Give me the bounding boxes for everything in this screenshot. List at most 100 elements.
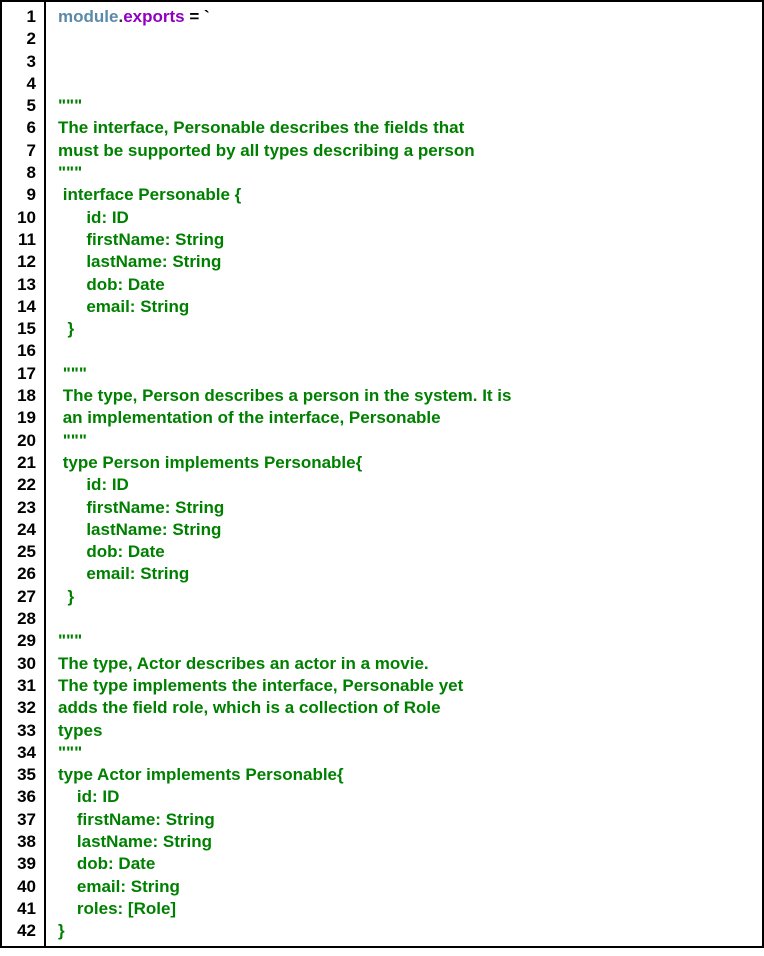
code-token: email: String <box>58 297 189 316</box>
code-token: dob: Date <box>58 542 165 561</box>
code-token: type Person implements Personable{ <box>58 453 362 472</box>
code-token: lastName: String <box>58 252 221 271</box>
line-number: 30 <box>10 653 36 675</box>
line-number: 11 <box>10 229 36 251</box>
code-token: } <box>58 587 74 606</box>
code-token: interface Personable { <box>58 185 241 204</box>
code-token: must be supported by all types describin… <box>58 141 475 160</box>
line-number: 27 <box>10 586 36 608</box>
code-token: The type, Actor describes an actor in a … <box>58 654 429 673</box>
code-line: roles: [Role] <box>58 898 754 920</box>
code-token: """ <box>58 631 82 650</box>
code-line: firstName: String <box>58 229 754 251</box>
line-number: 34 <box>10 742 36 764</box>
line-number: 13 <box>10 274 36 296</box>
code-line: email: String <box>58 876 754 898</box>
code-token: lastName: String <box>58 520 221 539</box>
line-number: 16 <box>10 340 36 362</box>
line-number: 9 <box>10 184 36 206</box>
code-token: dob: Date <box>58 275 165 294</box>
code-token: The interface, Personable describes the … <box>58 118 464 137</box>
code-line: } <box>58 586 754 608</box>
code-token: types <box>58 721 102 740</box>
line-number: 36 <box>10 786 36 808</box>
line-number: 6 <box>10 117 36 139</box>
code-line <box>58 340 754 362</box>
line-number-gutter: 1234567891011121314151617181920212223242… <box>2 2 46 946</box>
line-number: 39 <box>10 853 36 875</box>
line-number: 5 <box>10 95 36 117</box>
code-token: """ <box>58 431 87 450</box>
code-line: firstName: String <box>58 497 754 519</box>
code-token: firstName: String <box>58 810 215 829</box>
line-number: 21 <box>10 452 36 474</box>
code-line: lastName: String <box>58 831 754 853</box>
code-line: """ <box>58 742 754 764</box>
code-token: an implementation of the interface, Pers… <box>58 408 441 427</box>
code-line: The type, Actor describes an actor in a … <box>58 653 754 675</box>
line-number: 3 <box>10 51 36 73</box>
code-token: email: String <box>58 564 189 583</box>
code-area: module.exports = ` """ The interface, Pers… <box>46 2 762 946</box>
code-line <box>58 73 754 95</box>
code-token: dob: Date <box>58 854 155 873</box>
code-line <box>58 28 754 50</box>
line-number: 2 <box>10 28 36 50</box>
code-line: interface Personable { <box>58 184 754 206</box>
code-token: roles: [Role] <box>58 899 176 918</box>
line-number: 42 <box>10 920 36 942</box>
code-token: adds the field role, which is a collecti… <box>58 698 441 717</box>
code-line: id: ID <box>58 474 754 496</box>
code-token: """ <box>58 163 82 182</box>
line-number: 4 <box>10 73 36 95</box>
code-line <box>58 608 754 630</box>
line-number: 18 <box>10 385 36 407</box>
line-number: 24 <box>10 519 36 541</box>
code-token: = <box>185 7 204 26</box>
line-number: 10 <box>10 207 36 229</box>
code-line: types <box>58 720 754 742</box>
line-number: 33 <box>10 720 36 742</box>
code-line: The interface, Personable describes the … <box>58 117 754 139</box>
line-number: 41 <box>10 898 36 920</box>
code-line: The type, Person describes a person in t… <box>58 385 754 407</box>
line-number: 26 <box>10 563 36 585</box>
code-token: email: String <box>58 877 180 896</box>
code-editor: 1234567891011121314151617181920212223242… <box>0 0 764 948</box>
code-token: module <box>58 7 118 26</box>
code-token: } <box>58 319 74 338</box>
line-number: 29 <box>10 630 36 652</box>
code-token: firstName: String <box>58 230 224 249</box>
line-number: 20 <box>10 430 36 452</box>
code-token: firstName: String <box>58 498 224 517</box>
code-token: The type implements the interface, Perso… <box>58 676 463 695</box>
code-token: """ <box>58 743 82 762</box>
line-number: 15 <box>10 318 36 340</box>
code-line: The type implements the interface, Perso… <box>58 675 754 697</box>
code-line: email: String <box>58 563 754 585</box>
code-line: id: ID <box>58 207 754 229</box>
code-line: """ <box>58 430 754 452</box>
code-line: """ <box>58 162 754 184</box>
line-number: 22 <box>10 474 36 496</box>
code-line: dob: Date <box>58 541 754 563</box>
line-number: 7 <box>10 140 36 162</box>
line-number: 37 <box>10 809 36 831</box>
line-number: 28 <box>10 608 36 630</box>
code-token: The type, Person describes a person in t… <box>58 386 512 405</box>
code-line: module.exports = ` <box>58 6 754 28</box>
code-token: lastName: String <box>58 832 212 851</box>
code-token: """ <box>58 96 82 115</box>
line-number: 32 <box>10 697 36 719</box>
line-number: 38 <box>10 831 36 853</box>
line-number: 14 <box>10 296 36 318</box>
line-number: 25 <box>10 541 36 563</box>
line-number: 35 <box>10 764 36 786</box>
code-line: """ <box>58 363 754 385</box>
code-token: id: ID <box>58 475 129 494</box>
code-token: } <box>58 921 65 940</box>
code-token: exports <box>123 7 184 26</box>
code-token: id: ID <box>58 787 119 806</box>
line-number: 40 <box>10 876 36 898</box>
line-number: 17 <box>10 363 36 385</box>
